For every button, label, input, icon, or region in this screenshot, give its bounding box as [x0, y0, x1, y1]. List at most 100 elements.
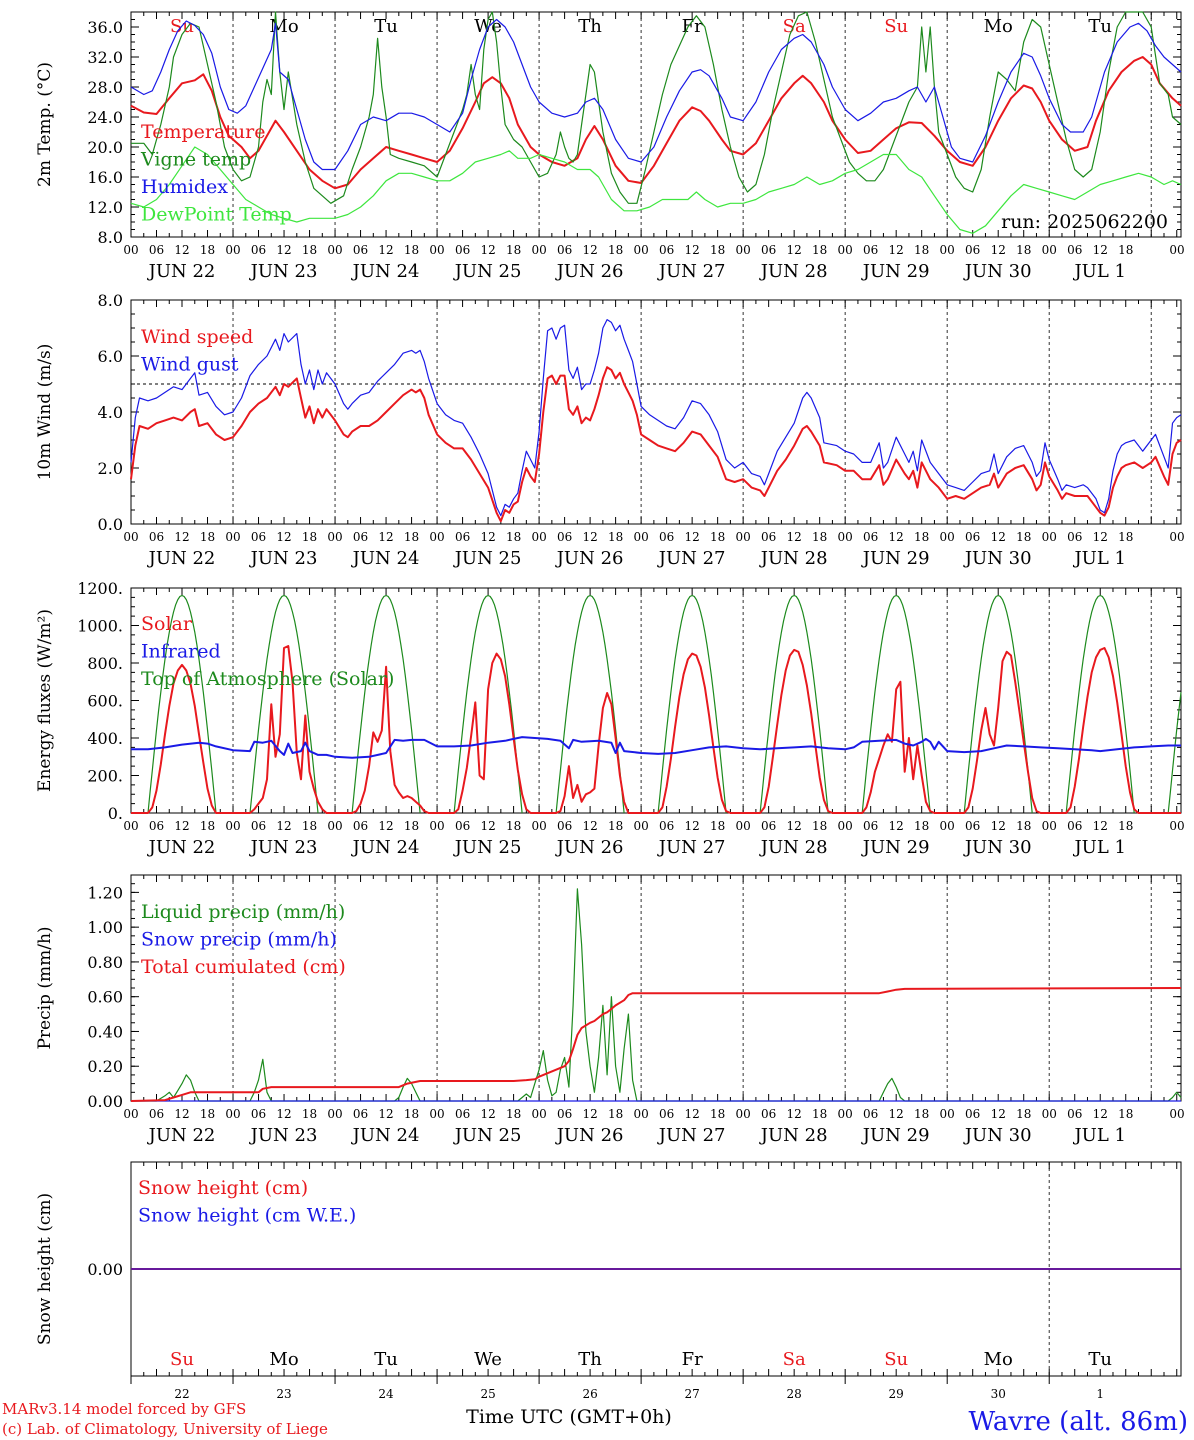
y-tick-label: 0. — [108, 804, 123, 823]
x-day-number: 23 — [276, 1387, 291, 1401]
x-hour-label: 06 — [1067, 819, 1082, 833]
x-hour-label: 06 — [1067, 243, 1082, 257]
x-hour-label: 12 — [684, 819, 699, 833]
x-date-label: JUN 28 — [759, 548, 828, 569]
x-hour-label: 06 — [761, 1107, 776, 1121]
x-hour-label: 00 — [736, 530, 751, 544]
x-hour-label: 12 — [480, 243, 495, 257]
x-date-label: JUN 27 — [657, 548, 726, 569]
y-tick-label: 0.20 — [87, 1057, 123, 1076]
x-hour-label: 00 — [327, 530, 342, 544]
x-hour-label: 12 — [276, 243, 291, 257]
x-hour-label: 12 — [582, 243, 597, 257]
series-line-solar — [131, 645, 1181, 814]
x-date-label: JUN 26 — [555, 1125, 624, 1146]
x-hour-label: 18 — [1118, 819, 1133, 833]
x-hour-label: 06 — [659, 530, 674, 544]
legend-entry: Liquid precip (mm/h) — [141, 901, 345, 923]
x-date-label: JUN 29 — [861, 1125, 930, 1146]
x-hour-label: 06 — [557, 819, 572, 833]
day-of-week-label: Mo — [984, 1349, 1013, 1370]
x-day-number: 28 — [787, 1387, 802, 1401]
x-hour-label: 12 — [378, 819, 393, 833]
x-hour-label: 00 — [940, 530, 955, 544]
x-hour-label: 12 — [480, 819, 495, 833]
y-tick-label: 800. — [87, 654, 123, 673]
x-day-number: 30 — [991, 1387, 1006, 1401]
legend-entry: Total cumulated (cm) — [141, 956, 346, 978]
snow-panel: 0.00 Snow height (cm) Su Mo Tu We Th Fr Sa Su Mo Tu… — [35, 1161, 1182, 1401]
day-of-week-label: Th — [578, 1349, 602, 1370]
energy-frame — [130, 587, 1182, 814]
y-tick-label: 24.0 — [87, 108, 123, 127]
x-hour-label: 12 — [1093, 243, 1108, 257]
x-hour-label: 12 — [480, 1107, 495, 1121]
series-line-humidex — [130, 18, 1182, 171]
series-line-wind-speed — [130, 366, 1182, 523]
legend-entry: Wind gust — [141, 354, 239, 376]
x-hour-label: 18 — [914, 243, 929, 257]
y-tick-label: 1.20 — [87, 883, 123, 902]
x-hour-label: 12 — [276, 819, 291, 833]
x-hour-label: 18 — [608, 530, 623, 544]
chart-footer: MARv3.14 model forced by GFS (c) Lab. of… — [2, 1400, 1188, 1438]
x-date-label: JUN 27 — [657, 837, 726, 858]
x-hour-label: 00 — [1169, 530, 1184, 544]
x-hour-label: 06 — [149, 530, 164, 544]
x-hour-label: 18 — [506, 530, 521, 544]
y-tick-label: 8.0 — [98, 291, 123, 310]
x-hour-label: 18 — [404, 530, 419, 544]
x-hour-label: 18 — [914, 819, 929, 833]
x-hour-label: 18 — [506, 1107, 521, 1121]
x-hour-label: 18 — [506, 243, 521, 257]
x-hour-label: 18 — [404, 1107, 419, 1121]
series-line-temperature — [130, 56, 1182, 190]
x-hour-label: 00 — [531, 243, 546, 257]
x-hour-label: 06 — [455, 530, 470, 544]
x-hour-label: 00 — [225, 819, 240, 833]
series-line-vigne-temp — [131, 11, 1182, 204]
x-hour-label: 18 — [302, 243, 317, 257]
x-hour-label: 06 — [659, 243, 674, 257]
x-date-label: JUN 29 — [861, 548, 930, 569]
legend-entry: Snow precip (mm/h) — [141, 929, 337, 951]
x-hour-label: 06 — [251, 1107, 266, 1121]
x-hour-label: 18 — [914, 530, 929, 544]
x-hour-label: 00 — [736, 819, 751, 833]
x-hour-label: 06 — [863, 530, 878, 544]
day-of-week-label: Su — [884, 16, 908, 37]
precip-panel: 0.00 0.20 0.40 0.60 0.80 1.00 1.20 Precip (mm/h… — [35, 874, 1185, 1146]
x-hour-label: 06 — [965, 1107, 980, 1121]
y-tick-label: 6.0 — [98, 347, 123, 366]
y-tick-label: 8.0 — [98, 228, 123, 247]
x-date-label: JUN 30 — [963, 261, 1032, 282]
y-axis-label: Snow height (cm) — [35, 1193, 55, 1345]
x-date-label: JUL 1 — [1072, 548, 1126, 569]
x-hour-label: 06 — [455, 1107, 470, 1121]
x-date-label: JUN 29 — [861, 261, 930, 282]
x-hour-label: 06 — [863, 243, 878, 257]
x-hour-label: 00 — [531, 1107, 546, 1121]
y-tick-label: 1200. — [77, 579, 123, 598]
x-hour-label: 12 — [582, 819, 597, 833]
y-axis-label: 10m Wind (m/s) — [35, 344, 55, 481]
x-hour-label: 00 — [327, 243, 342, 257]
legend-entry: Top of Atmosphere (Solar) — [141, 668, 394, 690]
x-hour-label: 06 — [353, 1107, 368, 1121]
x-date-label: JUN 22 — [147, 548, 216, 569]
y-axis-label: Precip (mm/h) — [35, 926, 55, 1049]
legend-entry: Temperature — [141, 121, 265, 143]
x-date-label: JUN 29 — [861, 837, 930, 858]
x-hour-label: 00 — [940, 819, 955, 833]
day-of-week-label: Fr — [682, 1349, 703, 1370]
x-hour-label: 12 — [889, 1107, 904, 1121]
x-day-number: 29 — [889, 1387, 904, 1401]
x-date-label: JUN 30 — [963, 548, 1032, 569]
x-hour-label: 18 — [404, 243, 419, 257]
day-of-week-label: Su — [884, 1349, 908, 1370]
y-tick-label: 0.40 — [87, 1022, 123, 1041]
x-hour-label: 00 — [225, 243, 240, 257]
x-date-label: JUN 24 — [351, 261, 420, 282]
model-credit: MARv3.14 model forced by GFS — [2, 1400, 246, 1418]
x-hour-label: 00 — [1169, 243, 1184, 257]
